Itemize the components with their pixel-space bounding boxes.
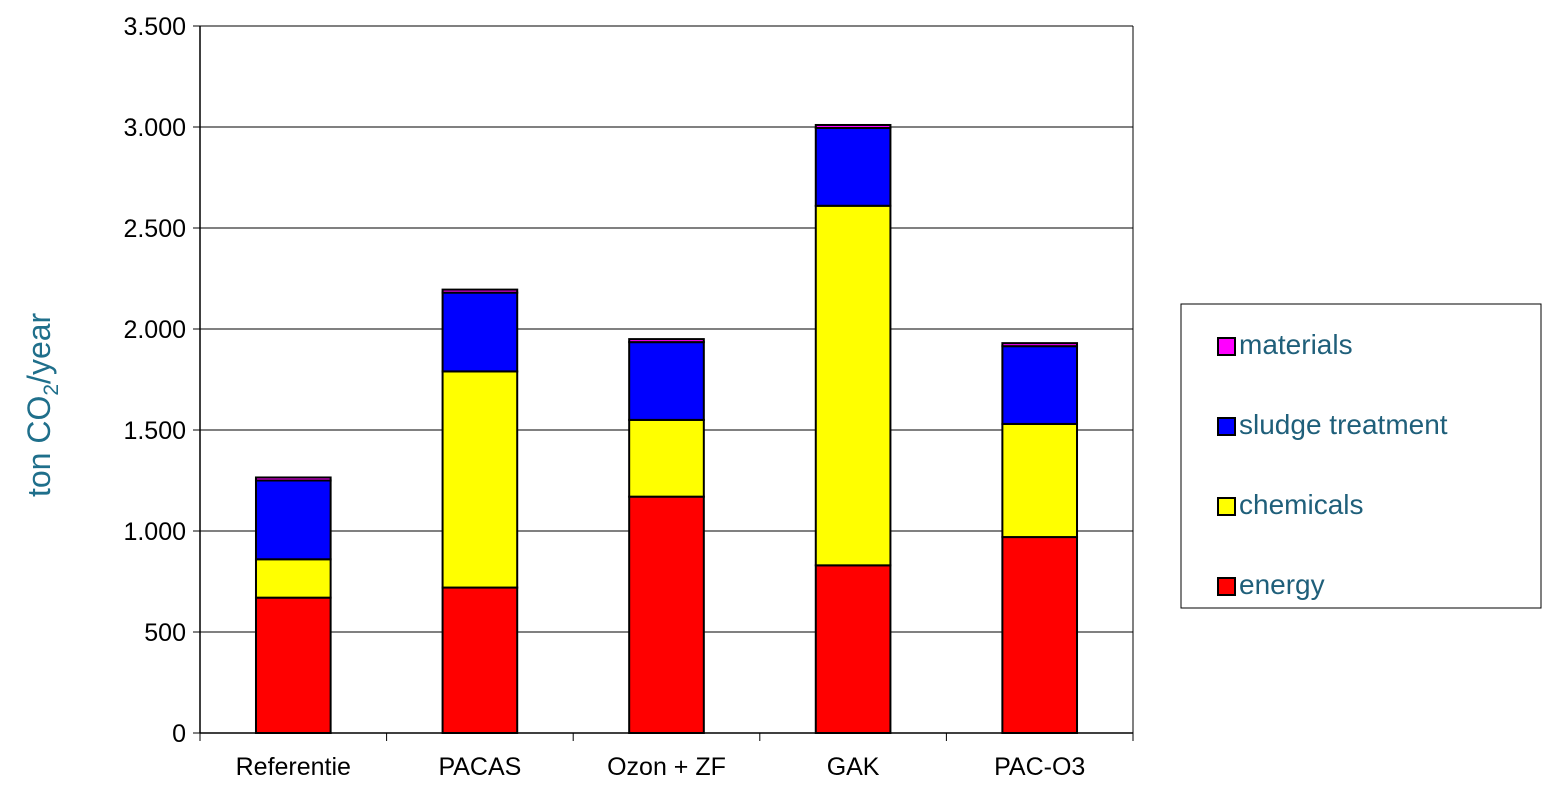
y-tick-label: 2.000 xyxy=(123,316,186,344)
legend-label-sludge-treatment: sludge treatment xyxy=(1239,409,1448,440)
bar-segment-chemicals-pac-o3 xyxy=(1001,422,1079,539)
bar-segment-energy-gak xyxy=(814,564,892,735)
bar-segment-chemicals-ozon-zf xyxy=(628,418,705,498)
legend-label-energy: energy xyxy=(1239,569,1325,600)
bar-segment-chemicals-gak xyxy=(814,204,892,567)
y-tick-labels: 0 500 1.000 1.500 2.000 2.500 3.000 3.500 xyxy=(123,13,186,748)
bar-segment-energy-pacas xyxy=(441,586,519,734)
bar-segment-materials-pacas xyxy=(441,288,519,294)
legend-swatch-energy xyxy=(1217,577,1236,596)
legend-label-materials: materials xyxy=(1239,329,1353,360)
bar-segment-materials-ozon-zf xyxy=(628,338,705,344)
x-tick-label: PACAS xyxy=(438,753,521,781)
x-tick-labels: Referentie PACAS Ozon + ZF GAK PAC-O3 xyxy=(236,753,1086,781)
y-tick-label: 1.500 xyxy=(123,417,186,445)
axes xyxy=(193,25,1134,741)
legend-items: materials sludge treatment chemicals energy xyxy=(1217,329,1448,600)
bar-segment-sludge-treatment-referentie xyxy=(254,479,332,561)
y-tick-label: 1.000 xyxy=(123,518,186,546)
y-tick-label: 3.500 xyxy=(123,13,186,41)
x-tick-label: GAK xyxy=(827,753,880,781)
y-tick-label: 3.000 xyxy=(123,114,186,142)
y-tick-label: 500 xyxy=(144,619,186,647)
bar-segment-materials-referentie xyxy=(254,476,332,482)
bars xyxy=(254,123,1079,735)
x-tick-label: Ozon + ZF xyxy=(607,753,726,781)
x-tick-label: Referentie xyxy=(236,753,351,781)
bar-segment-energy-ozon-zf xyxy=(628,495,705,734)
legend-swatch-sludge-treatment xyxy=(1217,417,1236,436)
y-axis-label-suffix: /year xyxy=(21,312,57,383)
bar-segment-energy-pac-o3 xyxy=(1001,536,1079,734)
legend-swatch-materials xyxy=(1217,337,1236,356)
bar-segment-sludge-treatment-pac-o3 xyxy=(1001,345,1079,425)
y-tick-label: 2.500 xyxy=(123,215,186,243)
legend-frame xyxy=(1180,303,1542,609)
bar-segment-materials-pac-o3 xyxy=(1001,342,1079,348)
legend: materials sludge treatment chemicals energy xyxy=(1180,303,1542,609)
bar-segment-materials-gak xyxy=(814,123,892,130)
bar-segment-chemicals-pacas xyxy=(441,370,519,589)
bar-segment-chemicals-referentie xyxy=(254,558,332,599)
y-tick-label: 0 xyxy=(172,720,186,748)
y-axis-label-subscript: 2 xyxy=(40,384,63,396)
legend-swatch-chemicals xyxy=(1217,497,1236,516)
y-axis-label: ton CO2/year xyxy=(21,312,63,497)
bar-segment-sludge-treatment-gak xyxy=(814,127,892,207)
bar-segment-sludge-treatment-ozon-zf xyxy=(628,341,705,421)
y-axis-label-prefix: ton CO xyxy=(21,396,57,497)
bar-segment-sludge-treatment-pacas xyxy=(441,291,519,373)
x-tick-label: PAC-O3 xyxy=(994,753,1085,781)
bar-segment-energy-referentie xyxy=(254,596,332,734)
legend-label-chemicals: chemicals xyxy=(1239,489,1363,520)
